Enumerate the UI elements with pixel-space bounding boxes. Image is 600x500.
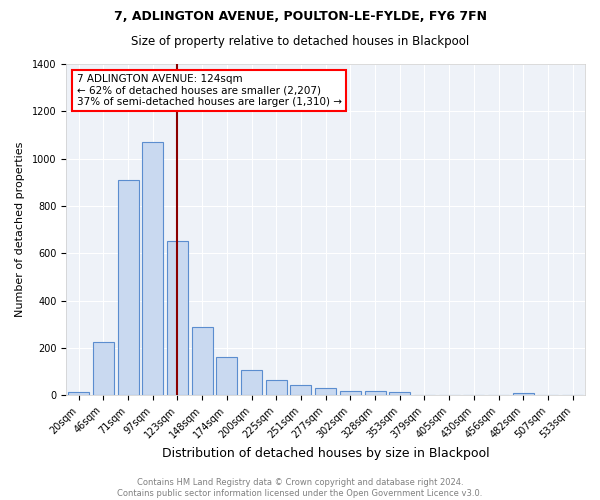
Bar [513,393,534,396]
Y-axis label: Number of detached properties: Number of detached properties [15,142,25,318]
Bar [142,142,163,396]
Text: 7, ADLINGTON AVENUE, POULTON-LE-FYLDE, FY6 7FN: 7, ADLINGTON AVENUE, POULTON-LE-FYLDE, F… [113,10,487,23]
Bar [241,370,262,396]
Bar [340,390,361,396]
Bar [191,326,212,396]
Bar [389,392,410,396]
Bar [365,391,386,396]
Bar [68,392,89,396]
Bar [315,388,336,396]
Bar [266,380,287,396]
Bar [93,342,114,396]
Text: Size of property relative to detached houses in Blackpool: Size of property relative to detached ho… [131,35,469,48]
X-axis label: Distribution of detached houses by size in Blackpool: Distribution of detached houses by size … [162,447,490,460]
Bar [290,384,311,396]
Bar [217,358,238,396]
Bar [167,242,188,396]
Text: Contains HM Land Registry data © Crown copyright and database right 2024.
Contai: Contains HM Land Registry data © Crown c… [118,478,482,498]
Text: 7 ADLINGTON AVENUE: 124sqm
← 62% of detached houses are smaller (2,207)
37% of s: 7 ADLINGTON AVENUE: 124sqm ← 62% of deta… [77,74,341,107]
Bar [118,180,139,396]
